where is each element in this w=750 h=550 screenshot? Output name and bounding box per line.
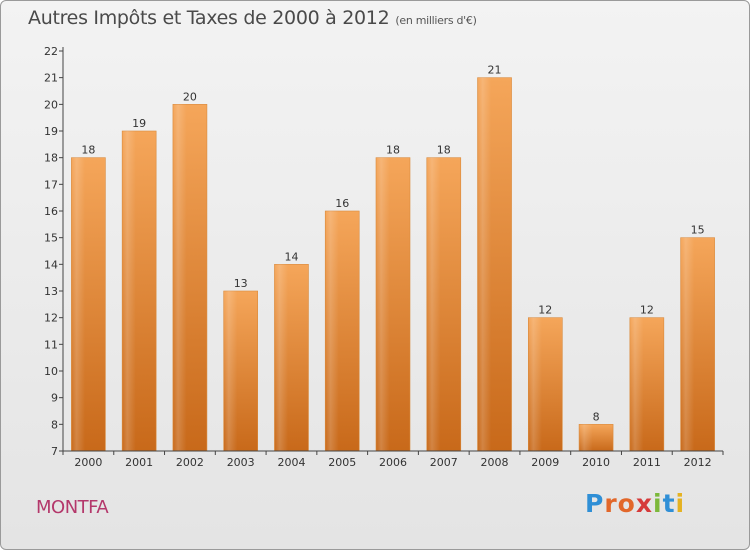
y-tick-label: 11 <box>44 338 58 351</box>
y-tick-label: 15 <box>44 232 58 245</box>
bar-highlight <box>274 264 309 451</box>
value-label: 21 <box>488 64 502 77</box>
x-tick-label: 2001 <box>125 456 153 469</box>
y-tick-label: 7 <box>51 445 58 458</box>
y-tick-label: 19 <box>44 125 58 138</box>
axes <box>59 47 724 455</box>
x-tick-label: 2004 <box>277 456 305 469</box>
y-tick-label: 12 <box>44 312 58 325</box>
logo-letter: i <box>653 489 663 518</box>
bar-highlight <box>376 157 410 451</box>
bar-highlight <box>528 317 563 451</box>
x-tick-label: 2010 <box>582 456 610 469</box>
x-tick-label: 2000 <box>74 456 102 469</box>
y-tick-label: 9 <box>51 392 58 405</box>
x-tick-label: 2012 <box>684 456 712 469</box>
y-tick-label: 22 <box>44 45 58 58</box>
x-tick-label: 2008 <box>481 456 509 469</box>
y-tick-label: 20 <box>44 98 58 111</box>
value-label: 19 <box>132 117 146 130</box>
logo-letter: r <box>604 489 618 518</box>
value-label: 20 <box>183 90 197 103</box>
value-label: 14 <box>284 250 298 263</box>
y-tick-label: 18 <box>44 152 58 165</box>
bar-highlight <box>477 77 512 452</box>
value-label: 15 <box>691 224 705 237</box>
x-tick-label: 2002 <box>176 456 204 469</box>
value-label: 18 <box>386 144 400 157</box>
bar-highlight <box>122 131 157 451</box>
y-tick-label: 8 <box>51 418 58 431</box>
bar-highlight <box>223 291 258 451</box>
commune-name: MONTFA <box>36 497 109 518</box>
value-label: 18 <box>81 144 95 157</box>
value-label: 16 <box>335 197 349 210</box>
bars-layer <box>71 77 715 452</box>
x-tick-label: 2005 <box>328 456 356 469</box>
x-tick-label: 2006 <box>379 456 407 469</box>
y-tick-label: 14 <box>44 258 58 271</box>
bar-highlight <box>426 157 461 451</box>
proxiti-logo: Proxiti <box>585 489 685 518</box>
bar-highlight <box>629 317 664 451</box>
logo-letter: x <box>635 489 653 518</box>
y-tick-label: 21 <box>44 72 58 85</box>
bar-highlight <box>579 424 614 451</box>
logo-letter: P <box>585 489 605 518</box>
x-tick-label: 2011 <box>633 456 661 469</box>
value-label: 18 <box>437 144 451 157</box>
value-label: 8 <box>593 410 600 423</box>
chart-title: Autres Impôts et Taxes de 2000 à 2012 (en… <box>28 7 477 29</box>
y-tick-label: 16 <box>44 205 58 218</box>
logo-letter: i <box>675 489 686 518</box>
value-label: 13 <box>234 277 248 290</box>
bar-highlight <box>71 157 106 451</box>
chart-title-text: Autres Impôts et Taxes de 2000 à 2012 <box>28 7 390 29</box>
value-label: 12 <box>640 304 654 317</box>
logo-letter: t <box>662 489 676 518</box>
bar-highlight <box>172 104 207 451</box>
y-tick-label: 17 <box>44 178 58 191</box>
x-tick-label: 2003 <box>227 456 255 469</box>
x-tick-label: 2007 <box>430 456 458 469</box>
labels-layer: 18 2000 19 2001 20 2002 13 2003 14 2004 16 2005 18 20… <box>44 45 712 469</box>
chart-subtitle: (en milliers d'€) <box>395 14 477 27</box>
y-tick-label: 10 <box>44 365 58 378</box>
logo-letter: o <box>617 489 636 518</box>
value-label: 12 <box>538 304 552 317</box>
bar-highlight <box>680 237 715 451</box>
x-tick-label: 2009 <box>531 456 559 469</box>
bar-highlight <box>325 211 360 451</box>
y-tick-label: 13 <box>44 285 58 298</box>
